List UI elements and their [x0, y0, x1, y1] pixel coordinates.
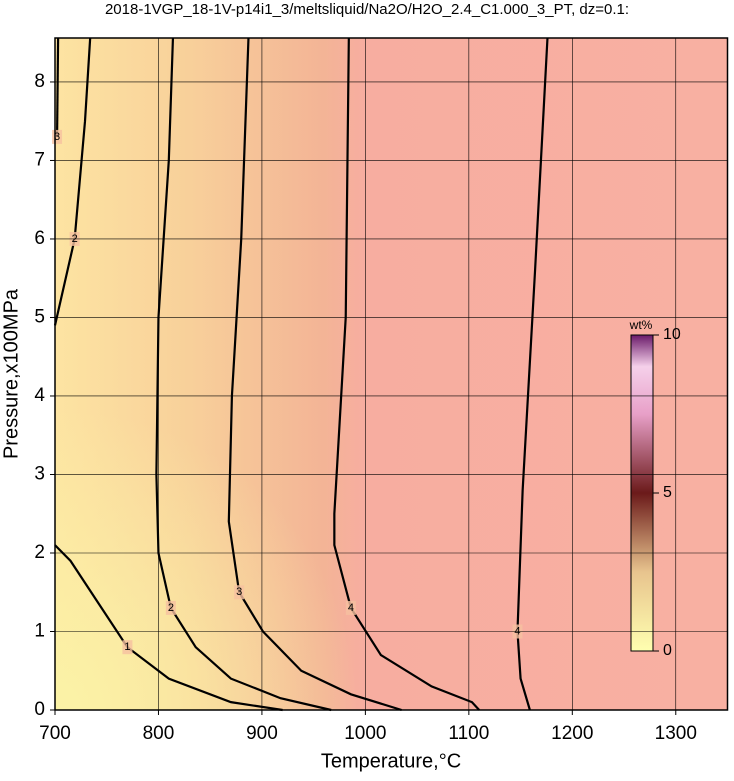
y-axis-label: Pressure,x100MPa: [0, 288, 22, 459]
y-tick-label: 6: [34, 228, 45, 249]
contour-label: 3: [54, 131, 60, 143]
colorbar-tick-label: 10: [663, 326, 681, 343]
contour-line: [516, 37, 549, 711]
contour-line: [55, 37, 60, 137]
contour-label-bg: [122, 640, 133, 655]
colorbar-tick-label: 5: [663, 484, 672, 501]
y-tick-label: 8: [34, 71, 45, 92]
x-axis-label: Temperature,°C: [321, 750, 461, 772]
plot-shading: [55, 38, 728, 710]
contour-label-bg: [345, 600, 356, 615]
y-tick-label: 5: [34, 306, 45, 327]
x-tick-label: 1000: [344, 723, 386, 744]
colorbar-label: wt%: [629, 318, 653, 332]
x-tick-label: 700: [39, 723, 71, 744]
y-tick-label: 1: [34, 621, 45, 642]
y-tick-label: 0: [34, 699, 45, 720]
contour-label: 1: [124, 641, 130, 653]
chart-title: 2018-1VGP_18-1V-p14i1_3/meltsliquid/Na2O…: [105, 1, 629, 18]
colorbar-tick-label: 0: [663, 642, 672, 659]
y-tick-label: 2: [34, 542, 45, 563]
contour-label-bg: [165, 600, 176, 615]
x-tick-label: 1100: [448, 723, 489, 744]
contour-label-bg: [234, 585, 245, 600]
contour-label: 4: [348, 602, 354, 614]
contour-label: 3: [236, 586, 242, 598]
contour-label-bg: [52, 129, 63, 144]
y-tick-label: 3: [34, 464, 45, 485]
colorbar: [630, 334, 654, 652]
x-tick-label: 900: [246, 723, 278, 744]
x-tick-label: 1200: [551, 723, 593, 744]
contour-line: [53, 37, 92, 326]
contour-label: 2: [168, 602, 174, 614]
x-tick-label: 800: [143, 723, 175, 744]
y-tick-label: 4: [34, 385, 45, 406]
plot-frame: [54, 37, 729, 711]
y-tick-label: 7: [34, 149, 45, 170]
x-tick-label: 1300: [655, 723, 697, 744]
